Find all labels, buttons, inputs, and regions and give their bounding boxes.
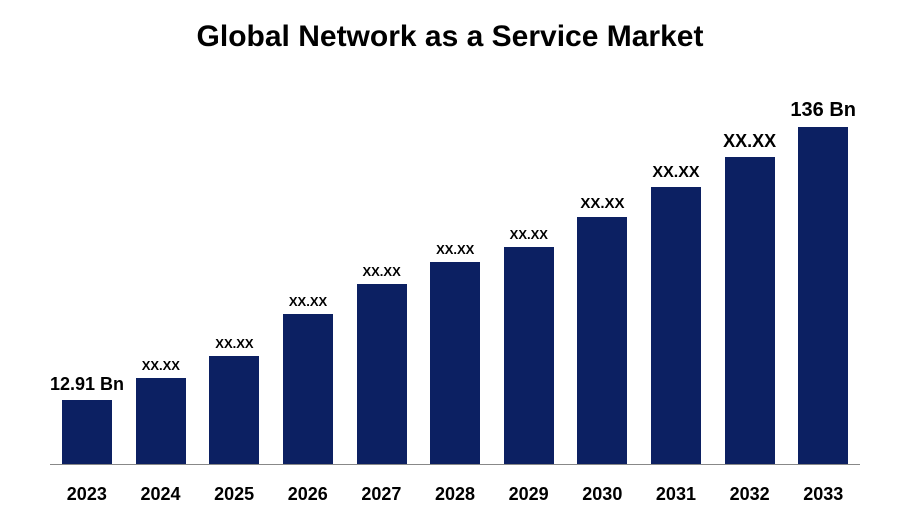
bar bbox=[209, 356, 259, 464]
bar-value-label: XX.XX bbox=[362, 264, 400, 279]
x-axis-label: 2030 bbox=[565, 484, 639, 505]
bar bbox=[504, 247, 554, 464]
x-axis-label: 2028 bbox=[418, 484, 492, 505]
x-axis-label: 2031 bbox=[639, 484, 713, 505]
chart-title: Global Network as a Service Market bbox=[0, 0, 900, 54]
bar-group: XX.XX bbox=[492, 90, 566, 464]
x-axis-label: 2024 bbox=[124, 484, 198, 505]
bar-group: XX.XX bbox=[345, 90, 419, 464]
x-axis-label: 2032 bbox=[713, 484, 787, 505]
bar-group: XX.XX bbox=[639, 90, 713, 464]
x-axis-label: 2026 bbox=[271, 484, 345, 505]
bar bbox=[62, 400, 112, 464]
bar-value-label: XX.XX bbox=[142, 358, 180, 373]
bar-value-label: XX.XX bbox=[215, 336, 253, 351]
bar-group: XX.XX bbox=[566, 90, 640, 464]
x-axis: 2023 2024 2025 2026 2027 2028 2029 2030 … bbox=[50, 484, 860, 505]
bar bbox=[283, 314, 333, 464]
x-axis-label: 2027 bbox=[345, 484, 419, 505]
bar bbox=[651, 187, 701, 464]
bar-group: XX.XX bbox=[418, 90, 492, 464]
bar bbox=[357, 284, 407, 464]
bar-group: XX.XX bbox=[198, 90, 272, 464]
bar bbox=[577, 217, 627, 464]
bar-value-label: 12.91 Bn bbox=[50, 374, 124, 395]
bar-value-label: 136 Bn bbox=[790, 99, 856, 122]
bar bbox=[136, 378, 186, 464]
bar-value-label: XX.XX bbox=[723, 131, 776, 152]
bar-value-label: XX.XX bbox=[436, 242, 474, 257]
bars-container: 12.91 Bn XX.XX XX.XX XX.XX XX.XX XX.XX X… bbox=[50, 90, 860, 465]
bar-group: 12.91 Bn bbox=[50, 90, 124, 464]
bar bbox=[725, 157, 775, 464]
x-axis-label: 2025 bbox=[197, 484, 271, 505]
bar-value-label: XX.XX bbox=[580, 195, 624, 212]
bar-value-label: XX.XX bbox=[652, 164, 699, 182]
bar-group: XX.XX bbox=[713, 90, 787, 464]
x-axis-label: 2023 bbox=[50, 484, 124, 505]
bar-group: XX.XX bbox=[271, 90, 345, 464]
x-axis-label: 2029 bbox=[492, 484, 566, 505]
bar-value-label: XX.XX bbox=[289, 294, 327, 309]
bar-group: 136 Bn bbox=[786, 90, 860, 464]
bar bbox=[798, 127, 848, 464]
bar-value-label: XX.XX bbox=[510, 227, 548, 242]
x-axis-label: 2033 bbox=[786, 484, 860, 505]
bar bbox=[430, 262, 480, 464]
chart-plot-area: 12.91 Bn XX.XX XX.XX XX.XX XX.XX XX.XX X… bbox=[50, 90, 860, 465]
bar-group: XX.XX bbox=[124, 90, 198, 464]
